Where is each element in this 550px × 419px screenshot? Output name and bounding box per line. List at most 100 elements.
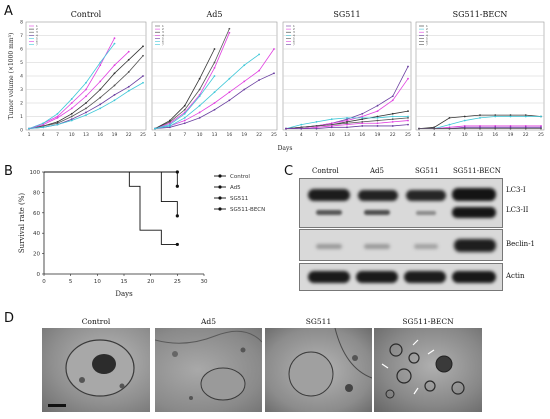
legend-label: 4 [36, 33, 38, 37]
y-tick-label: 8 [20, 20, 23, 26]
legend-label: 7 [36, 43, 38, 47]
legend-label: 5 [426, 36, 428, 40]
data-point [300, 123, 303, 126]
data-point [198, 95, 201, 98]
data-point [113, 37, 116, 40]
data-point [361, 122, 364, 125]
data-point [509, 125, 512, 127]
data-point [198, 104, 201, 107]
legend-label: 3 [36, 30, 38, 34]
x-tick-label: 25 [538, 132, 544, 138]
x-tick-label: 4 [42, 132, 45, 138]
series-line [28, 51, 130, 130]
survival-endpoint [175, 242, 179, 247]
data-point [85, 102, 87, 104]
data-point [183, 108, 186, 111]
legend-label: 5 [293, 36, 295, 40]
data-point [99, 80, 102, 83]
data-point [85, 114, 87, 117]
legend-label: 7 [293, 43, 295, 47]
x-tick-label: 22 [390, 132, 396, 138]
y-tick-label: 5 [20, 60, 23, 66]
data-point [142, 54, 144, 57]
data-point [376, 104, 379, 107]
data-point [168, 122, 171, 125]
data-point [361, 121, 364, 123]
data-point [479, 125, 481, 127]
legend-label: Control [230, 174, 250, 180]
data-point [142, 81, 144, 84]
data-point [28, 127, 30, 130]
data-point [407, 110, 409, 112]
data-point [183, 104, 186, 107]
blot-lc3 [299, 178, 503, 228]
x-tick-label: 19 [241, 132, 247, 138]
x-tick-label: 13 [477, 132, 483, 138]
blot-beclin1 [299, 229, 503, 261]
data-point [198, 111, 201, 114]
data-point [183, 119, 186, 122]
survival-endpoint [175, 184, 179, 188]
data-point [273, 72, 275, 75]
data-point [376, 116, 379, 119]
x-axis-label: Days [278, 145, 293, 152]
data-point [509, 127, 512, 130]
data-point [494, 127, 497, 130]
data-point [300, 126, 303, 129]
data-point [346, 118, 348, 121]
data-point [285, 127, 287, 130]
data-point [42, 123, 45, 126]
x-tick-label: 19 [375, 132, 381, 138]
data-point [376, 119, 379, 122]
legend-label: 4 [162, 33, 164, 37]
data-point [540, 125, 542, 127]
y-tick-label: 0 [20, 128, 23, 134]
x-tick-label: 7 [315, 132, 318, 138]
data-point [228, 99, 231, 102]
data-point [346, 121, 348, 123]
data-point [433, 127, 436, 130]
blot-label-lc3ii: LC3-II [506, 206, 529, 214]
legend-label: 3 [293, 30, 295, 34]
legend-marker [218, 174, 222, 178]
legend-label: 4 [293, 33, 295, 37]
survival-line [44, 171, 178, 216]
y-tick-label: 40 [33, 231, 40, 237]
data-point [418, 127, 420, 130]
data-point [524, 115, 527, 118]
x-tick-label: 16 [227, 132, 233, 138]
x-tick-label: 7 [183, 132, 186, 138]
data-point [228, 91, 231, 94]
data-point [228, 27, 231, 30]
data-point [540, 127, 542, 130]
em-title-ad5: Ad5 [201, 317, 216, 326]
data-point [243, 80, 246, 83]
x-tick-label: 25 [140, 132, 146, 138]
scale-bar [48, 404, 66, 407]
data-point [391, 95, 394, 98]
data-point [330, 122, 333, 125]
legend-label: SG511-BECN [230, 207, 265, 213]
data-point [113, 84, 116, 87]
x-tick-label: 16 [492, 132, 498, 138]
x-tick-label: 4 [300, 132, 303, 138]
x-tick-label: 13 [344, 132, 350, 138]
data-point [70, 112, 73, 115]
data-point [85, 95, 87, 98]
data-point [330, 118, 333, 121]
x-tick-label: 10 [329, 132, 335, 138]
panel-letter-b: B [4, 164, 13, 179]
blot-lane-sg511-becn: SG511-BECN [453, 167, 501, 175]
legend-label: 6 [162, 40, 164, 44]
data-point [228, 31, 231, 34]
data-point [376, 122, 379, 125]
data-point [346, 116, 348, 119]
data-point [315, 125, 318, 127]
data-point [127, 89, 130, 92]
data-point [361, 112, 364, 115]
survival-endpoint [175, 214, 179, 218]
data-point [448, 126, 451, 129]
data-point [315, 126, 318, 129]
panel-letter-d: D [4, 311, 15, 326]
y-tick-label: 80 [33, 190, 40, 196]
